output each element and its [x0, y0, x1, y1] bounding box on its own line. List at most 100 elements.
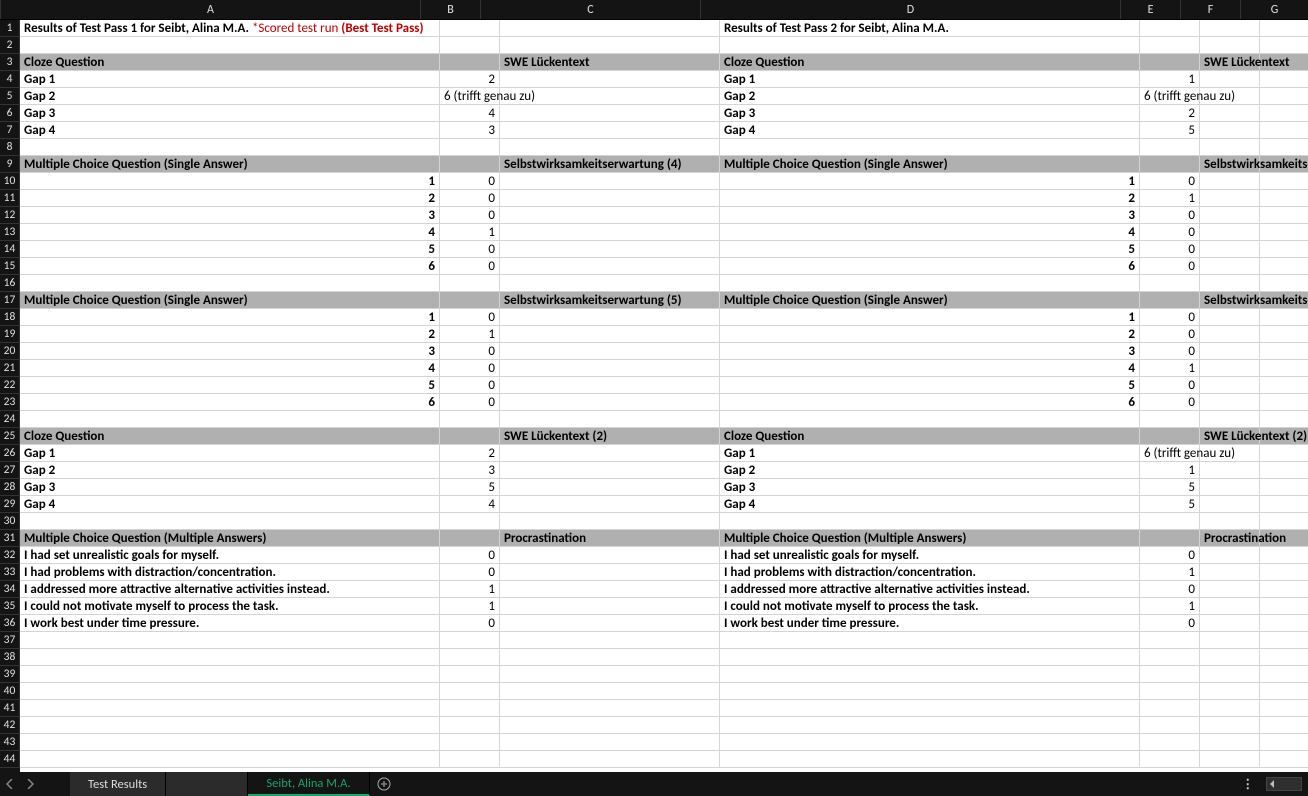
row-header[interactable]: 33 [0, 564, 20, 581]
cell[interactable]: SWE Lückentext (2) [500, 428, 720, 445]
cell[interactable]: 6 [720, 258, 1140, 275]
cell[interactable] [500, 496, 720, 513]
cell[interactable]: 5 [720, 241, 1140, 258]
column-header[interactable]: G [1241, 0, 1308, 19]
cell[interactable] [20, 411, 440, 428]
row-header[interactable]: 16 [0, 275, 20, 292]
cell[interactable] [1200, 326, 1260, 343]
row-header[interactable]: 2 [0, 37, 20, 54]
cell[interactable] [1200, 496, 1260, 513]
cell[interactable]: Multiple Choice Question (Single Answer) [20, 292, 440, 309]
cell[interactable] [1260, 717, 1308, 734]
cell[interactable] [1200, 632, 1260, 649]
cell[interactable]: Gap 1 [720, 445, 1140, 462]
row-header[interactable]: 17 [0, 292, 20, 309]
cell[interactable]: SWE Lückentext (2) [1200, 428, 1260, 445]
row-header[interactable]: 5 [0, 88, 20, 105]
cell[interactable]: 0 [440, 190, 500, 207]
cell[interactable] [1200, 462, 1260, 479]
sheet-tab[interactable]: Seibt, Alina M.A. [248, 772, 369, 796]
sheet-tab[interactable]: Test Results [70, 772, 166, 796]
cell[interactable] [500, 258, 720, 275]
cell[interactable] [1260, 581, 1308, 598]
cell[interactable]: 5 [1140, 122, 1200, 139]
cell[interactable]: Selbstwirksamkeitserwartung (5) [500, 292, 720, 309]
cell[interactable] [440, 717, 500, 734]
cell[interactable] [1200, 275, 1260, 292]
cell[interactable] [1140, 683, 1200, 700]
cell[interactable] [440, 37, 500, 54]
cell[interactable] [440, 513, 500, 530]
cell[interactable]: Gap 4 [720, 122, 1140, 139]
cell[interactable]: Cloze Question [720, 54, 1140, 71]
cell[interactable] [20, 649, 440, 666]
cell[interactable] [1260, 275, 1308, 292]
row-header[interactable]: 11 [0, 190, 20, 207]
cell[interactable] [500, 513, 720, 530]
cell[interactable]: 3 [20, 207, 440, 224]
cell[interactable] [1140, 20, 1200, 37]
cell[interactable] [1140, 632, 1200, 649]
cell[interactable]: 5 [1140, 496, 1200, 513]
cell[interactable] [1260, 564, 1308, 581]
cell[interactable]: 3 [20, 343, 440, 360]
cell[interactable] [20, 666, 440, 683]
cell[interactable]: Gap 2 [720, 88, 1140, 105]
cell[interactable]: 5 [440, 479, 500, 496]
cell[interactable] [1260, 649, 1308, 666]
cell[interactable]: 1 [20, 173, 440, 190]
row-header[interactable]: 12 [0, 207, 20, 224]
cell[interactable] [1200, 258, 1260, 275]
cell[interactable]: 0 [440, 394, 500, 411]
cell[interactable] [20, 513, 440, 530]
cell[interactable]: 0 [1140, 615, 1200, 632]
cell[interactable] [440, 530, 500, 547]
cell[interactable]: 1 [440, 598, 500, 615]
cell[interactable]: 0 [440, 309, 500, 326]
row-header[interactable]: 24 [0, 411, 20, 428]
row-header[interactable]: 20 [0, 343, 20, 360]
cell[interactable] [1200, 360, 1260, 377]
cell[interactable] [440, 292, 500, 309]
cell[interactable] [500, 598, 720, 615]
cell[interactable]: I had set unrealistic goals for myself. [20, 547, 440, 564]
row-header[interactable]: 34 [0, 581, 20, 598]
cell[interactable] [1140, 275, 1200, 292]
cell[interactable] [1260, 326, 1308, 343]
cell[interactable]: Gap 3 [20, 105, 440, 122]
cell[interactable]: 0 [440, 564, 500, 581]
cell[interactable] [1200, 513, 1260, 530]
cell[interactable]: 5 [1140, 479, 1200, 496]
cell[interactable]: 0 [440, 207, 500, 224]
cell[interactable]: Multiple Choice Question (Multiple Answe… [20, 530, 440, 547]
cell[interactable] [1200, 37, 1260, 54]
cell[interactable]: I could not motivate myself to process t… [720, 598, 1140, 615]
cell[interactable]: 0 [1140, 581, 1200, 598]
cell[interactable]: 2 [720, 326, 1140, 343]
row-header[interactable]: 40 [0, 683, 20, 700]
cell[interactable]: I addressed more attractive alternative … [20, 581, 440, 598]
cell[interactable] [500, 241, 720, 258]
column-header[interactable]: F [1181, 0, 1241, 19]
cell[interactable]: SWE Lückentext [500, 54, 720, 71]
cell[interactable]: 0 [1140, 173, 1200, 190]
cell[interactable]: 0 [1140, 207, 1200, 224]
cell[interactable] [1260, 377, 1308, 394]
cell[interactable] [440, 734, 500, 751]
cell[interactable] [440, 428, 500, 445]
cell[interactable] [500, 547, 720, 564]
cell[interactable]: 6 (trifft genau zu) [1140, 445, 1200, 462]
cell[interactable]: 3 [440, 462, 500, 479]
cell[interactable] [1260, 139, 1308, 156]
cell[interactable]: Results of Test Pass 2 for Seibt, Alina … [720, 20, 1140, 37]
cell[interactable] [500, 122, 720, 139]
cell[interactable] [20, 751, 440, 768]
cell[interactable] [500, 649, 720, 666]
cell[interactable] [1260, 241, 1308, 258]
row-header[interactable]: 9 [0, 156, 20, 173]
row-header[interactable]: 7 [0, 122, 20, 139]
row-header[interactable]: 27 [0, 462, 20, 479]
cell[interactable] [500, 360, 720, 377]
cell[interactable]: Gap 1 [20, 445, 440, 462]
cell[interactable]: 3 [720, 343, 1140, 360]
